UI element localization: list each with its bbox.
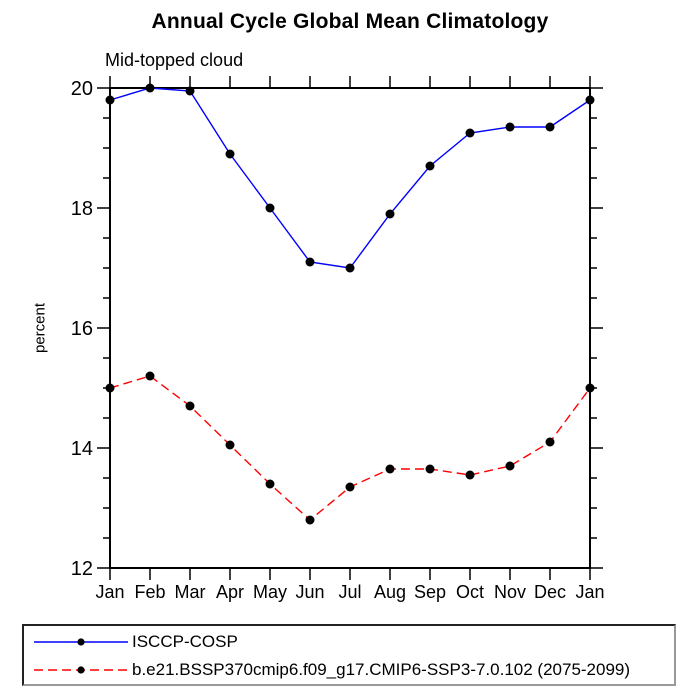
series-line-0 [109, 87, 591, 269]
x-tick-label: Dec [534, 582, 566, 602]
data-point [185, 86, 195, 96]
legend-line-sample-solid [34, 638, 128, 646]
data-point [265, 479, 275, 489]
data-point [105, 383, 115, 393]
chart-subtitle: Mid-topped cloud [105, 50, 244, 70]
data-point [145, 83, 155, 93]
x-tick-label: Jun [295, 582, 324, 602]
legend-sample-marker [77, 666, 85, 674]
data-point [545, 122, 555, 132]
data-point [305, 257, 315, 267]
x-tick-label: Mar [175, 582, 206, 602]
data-point [505, 122, 515, 132]
legend-box: ISCCP-COSP b.e21.BSSP370cmip6.f09_g17.CM… [22, 624, 676, 686]
data-point [345, 482, 355, 492]
x-tick-label: May [253, 582, 287, 602]
x-tick-label: Nov [494, 582, 526, 602]
x-tick-label: Sep [414, 582, 446, 602]
data-point [305, 515, 315, 525]
data-point [425, 161, 435, 171]
legend-sample-marker [77, 638, 85, 646]
x-tick-label: Oct [456, 582, 484, 602]
legend-label-model: b.e21.BSSP370cmip6.f09_g17.CMIP6-SSP3-7.… [132, 660, 631, 679]
x-tick-label: Jan [575, 582, 604, 602]
data-point [585, 383, 595, 393]
data-point [265, 203, 275, 213]
legend-item-model: b.e21.BSSP370cmip6.f09_g17.CMIP6-SSP3-7.… [32, 656, 674, 684]
y-tick-label: 12 [71, 558, 93, 580]
data-point [465, 470, 475, 480]
y-tick-label: 16 [71, 318, 93, 340]
legend-line-sample-dashed [34, 666, 128, 674]
legend-item-isccp: ISCCP-COSP [32, 628, 674, 656]
plot-frame [109, 87, 591, 569]
x-tick-label: Jan [95, 582, 124, 602]
x-tick-label: Aug [374, 582, 406, 602]
legend-label-isccp: ISCCP-COSP [132, 632, 238, 651]
data-point [465, 128, 475, 138]
y-tick-label: 18 [71, 198, 93, 220]
y-tick-label: 14 [71, 438, 93, 460]
series-line-1 [109, 375, 591, 521]
x-tick-label: Jul [338, 582, 361, 602]
data-point [385, 209, 395, 219]
data-point [425, 464, 435, 474]
data-point [545, 437, 555, 447]
data-point [225, 440, 235, 450]
data-point [225, 149, 235, 159]
data-point [585, 95, 595, 105]
data-point [385, 464, 395, 474]
data-point [145, 371, 155, 381]
chart-title: Annual Cycle Global Mean Climatology [151, 10, 549, 33]
x-tick-label: Feb [134, 582, 165, 602]
data-point [345, 263, 355, 273]
data-point [105, 95, 115, 105]
data-point [505, 461, 515, 471]
plot-area: Jan Feb Mar Apr May Jun Jul Aug Sep Oct Nov Dec Jan1… [71, 76, 605, 602]
data-point [185, 401, 195, 411]
y-tick-label: 20 [71, 78, 93, 100]
x-tick-label: Apr [216, 582, 244, 602]
